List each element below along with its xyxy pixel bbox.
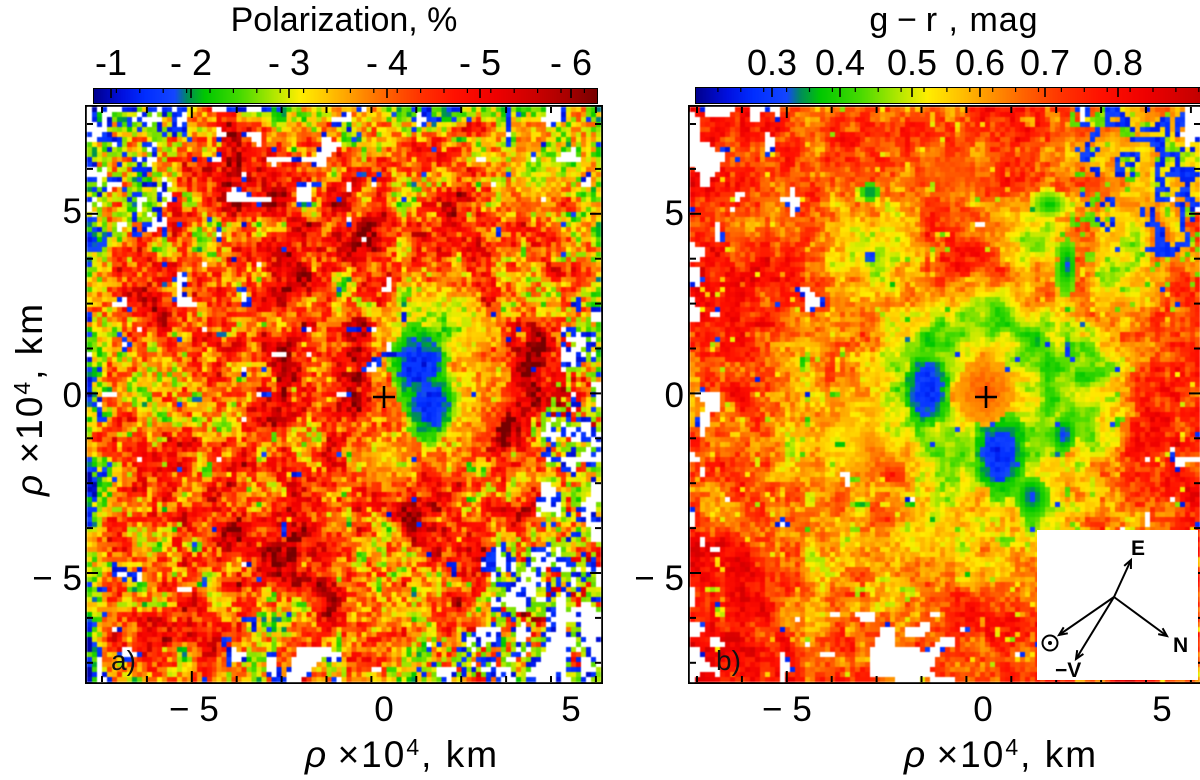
svg-text:E: E xyxy=(1131,537,1145,560)
svg-text:b): b) xyxy=(716,645,741,676)
svg-text:a): a) xyxy=(111,645,136,676)
svg-text:−V: −V xyxy=(1055,659,1081,680)
svg-text:N: N xyxy=(1173,634,1188,657)
